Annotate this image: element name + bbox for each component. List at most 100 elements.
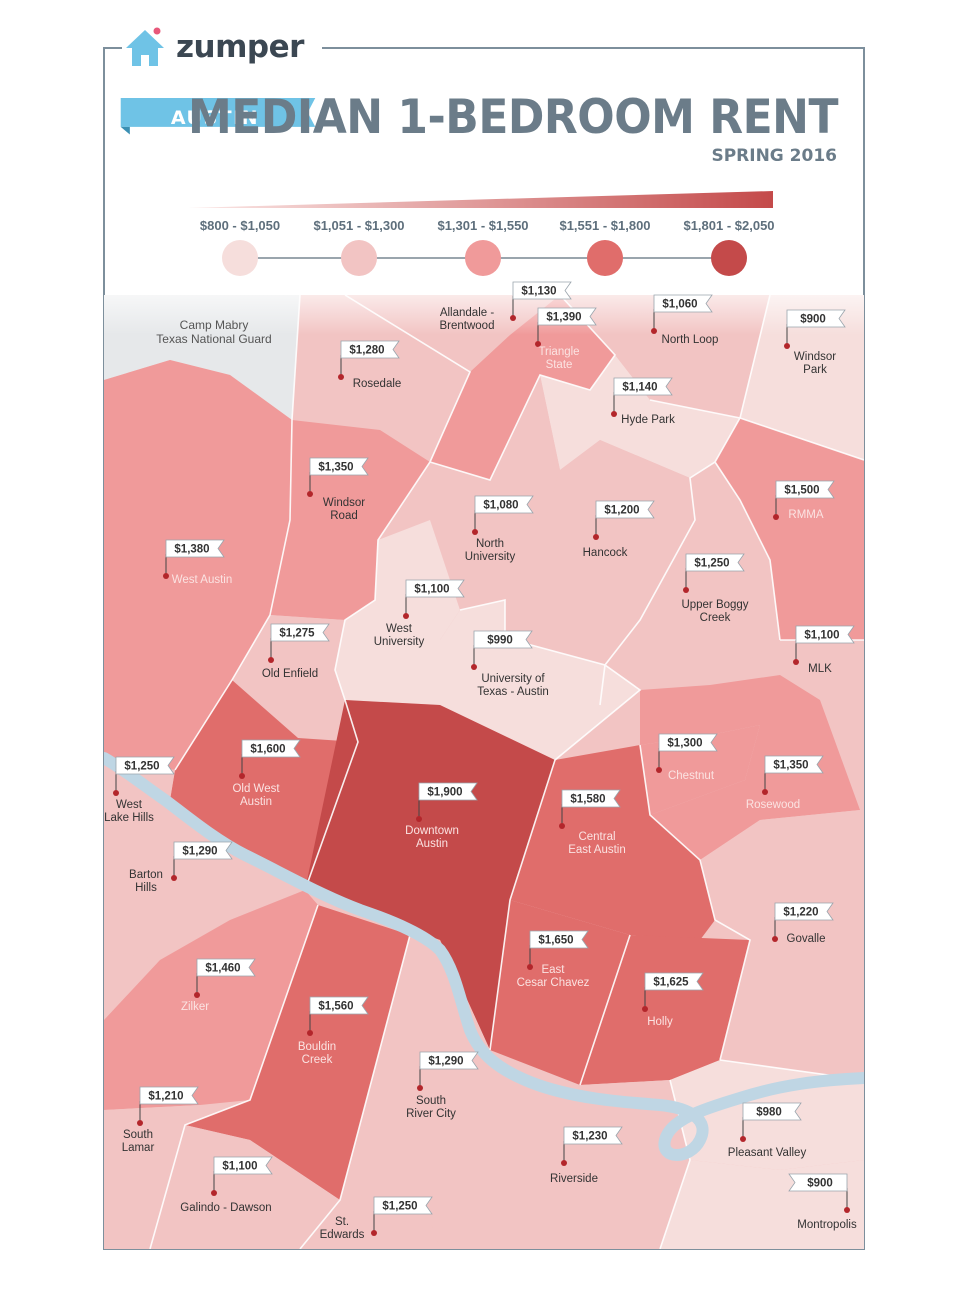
rent-label: $1,350 <box>318 462 353 474</box>
marker-dot <box>656 767 662 773</box>
page-title: MEDIAN 1-BEDROOM RENT <box>188 90 839 146</box>
region-zilker <box>104 890 318 1110</box>
neighborhood-name: North Loop <box>662 334 719 346</box>
neighborhood-marker: $1,220 Govalle <box>772 902 834 945</box>
price-flag <box>115 756 175 775</box>
neighborhood-name: Barton Hills <box>129 869 163 894</box>
rent-label: $1,230 <box>572 1131 607 1143</box>
rent-label: $1,140 <box>622 382 657 394</box>
house-icon <box>126 27 164 66</box>
rent-label: $1,220 <box>783 907 818 919</box>
price-flag <box>595 500 655 519</box>
neighborhood-marker: $1,250 St. Edwards <box>320 1196 433 1241</box>
legend-gradient-bar <box>188 191 773 208</box>
region-st-edwards <box>300 1195 440 1249</box>
marker-dot <box>593 534 599 540</box>
page-subtitle: SPRING 2016 <box>711 146 837 166</box>
price-flag <box>340 340 400 359</box>
rent-label: $1,500 <box>784 485 819 497</box>
neighborhood-marker: $1,080 North University <box>465 495 534 563</box>
rent-label: $1,210 <box>148 1091 183 1103</box>
marker-dot <box>611 411 617 417</box>
price-flag <box>774 902 834 921</box>
marker-dot <box>772 936 778 942</box>
region-riverside <box>430 1075 690 1249</box>
price-flag <box>309 457 369 476</box>
neighborhood-name: Central East Austin <box>568 831 626 856</box>
neighborhood-marker: $1,275 Old Enfield <box>262 623 330 680</box>
price-flag <box>537 307 597 326</box>
neighborhood-marker: $1,290 Barton Hills <box>129 841 233 894</box>
neighborhood-name: Old West Austin <box>232 783 280 808</box>
neighborhood-marker: $1,250 West Lake Hills <box>104 756 175 824</box>
neighborhood-marker: $1,290 South River City <box>406 1051 479 1120</box>
neighborhood-name: St. Edwards <box>320 1216 365 1241</box>
rent-label: $1,390 <box>546 312 581 324</box>
price-flag <box>529 930 589 949</box>
neighborhood-marker: $1,060 North Loop <box>651 294 719 346</box>
region-montropolis <box>660 1160 864 1249</box>
price-flag <box>270 623 330 642</box>
city-name: AUSTIN <box>170 107 260 129</box>
price-flag <box>139 1086 199 1105</box>
neighborhood-name: Zilker <box>181 1001 209 1013</box>
region-downtown <box>305 700 555 1050</box>
neighborhood-marker: $1,580 Central East Austin <box>559 789 626 856</box>
neighborhood-marker: $990 University of Texas - Austin <box>471 630 549 698</box>
neighborhood-name: Pleasant Valley <box>728 1147 807 1159</box>
neighborhood-name: Riverside <box>550 1173 598 1185</box>
price-flag <box>196 958 256 977</box>
legend-label: $1,551 - $1,800 <box>559 218 651 233</box>
neighborhood-marker: $1,380 West Austin <box>163 539 232 586</box>
neighborhood-marker: $1,900 Downtown Austin <box>405 782 478 850</box>
brand-name: zumper <box>176 29 304 65</box>
marker-dot <box>113 790 119 796</box>
marker-dot <box>762 789 768 795</box>
rent-label: $1,200 <box>604 505 639 517</box>
rent-label: $1,580 <box>570 794 605 806</box>
rent-label: $1,250 <box>382 1201 417 1213</box>
price-flag <box>764 755 824 774</box>
legend-connector <box>359 257 483 259</box>
price-flag <box>685 553 745 572</box>
price-flag <box>419 1051 479 1070</box>
neighborhood-marker: $1,200 Hancock <box>583 500 655 559</box>
marker-dot <box>527 964 533 970</box>
price-flag <box>788 1173 848 1192</box>
marker-dot <box>561 1160 567 1166</box>
marker-dot <box>171 875 177 881</box>
region-central-east <box>510 745 715 940</box>
marker-dot <box>740 1136 746 1142</box>
region-galindo <box>150 1125 340 1249</box>
region-rosedale <box>292 295 470 462</box>
marker-dot <box>642 1006 648 1012</box>
neighborhood-name: Bouldin Creek <box>298 1041 336 1066</box>
rent-label: $1,100 <box>222 1161 257 1173</box>
price-flag <box>658 733 718 752</box>
marker-dot <box>510 315 516 321</box>
rent-label: $1,460 <box>205 963 240 975</box>
neighborhood-marker: $1,600 Old West Austin <box>232 739 301 808</box>
marker-dot <box>268 657 274 663</box>
neighborhood-marker: $1,100 Galindo - Dawson <box>180 1156 273 1214</box>
neighborhood-marker: $1,250 Upper Boggy Creek <box>681 553 749 624</box>
marker-dot <box>239 773 245 779</box>
marker-dot <box>535 341 541 347</box>
neighborhood-marker: $1,350 Windsor Road <box>307 457 369 522</box>
marker-dot <box>194 992 200 998</box>
price-flag <box>512 281 572 300</box>
price-flag <box>653 294 713 313</box>
neighborhood-name: MLK <box>808 663 832 675</box>
rent-label: $1,600 <box>250 744 285 756</box>
neighborhood-name: East Cesar Chavez <box>517 964 590 989</box>
region-bouldin <box>185 905 410 1200</box>
marker-dot <box>784 343 790 349</box>
marker-dot <box>844 1207 850 1213</box>
rent-label: $1,560 <box>318 1001 353 1013</box>
neighborhood-name: West Lake Hills <box>104 799 154 824</box>
neighborhood-name: South River City <box>406 1095 456 1120</box>
price-flag <box>213 1156 273 1175</box>
unmapped-area-label: Camp Mabry Texas National Guard <box>156 318 271 346</box>
price-flag <box>405 579 465 598</box>
price-flag <box>241 739 301 758</box>
